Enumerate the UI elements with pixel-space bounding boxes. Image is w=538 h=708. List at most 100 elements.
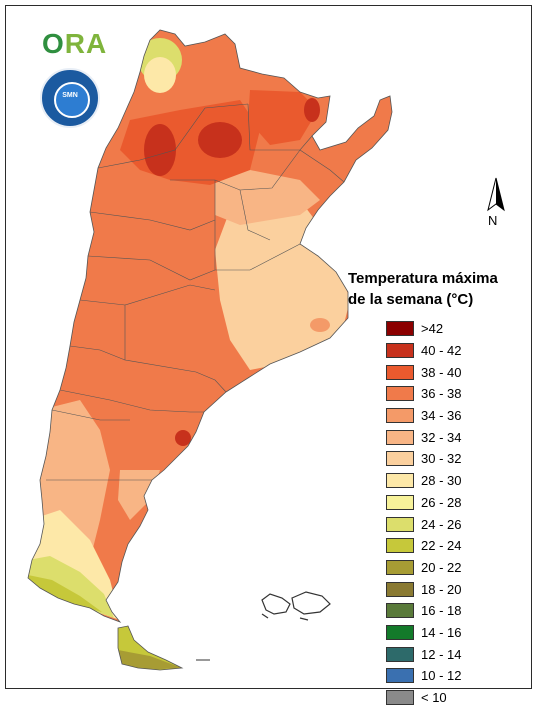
island-west [261, 593, 291, 615]
legend-item: 30 - 32 [386, 448, 461, 470]
field-40-42-tucuman [144, 124, 176, 176]
legend-label: 22 - 24 [421, 538, 462, 554]
legend-label: 28 - 30 [421, 473, 462, 489]
field-28-30-puna [144, 57, 176, 93]
province-borders [46, 103, 345, 481]
legend-swatch [386, 386, 414, 402]
island-fragment-1 [261, 613, 269, 619]
legend-swatch [386, 408, 414, 424]
legend-swatch [386, 516, 414, 532]
smn-seal-icon: SMN [40, 68, 100, 128]
legend-item: 10 - 12 [386, 665, 461, 687]
legend-label: 26 - 28 [421, 494, 462, 510]
fuego-20-22 [118, 650, 182, 670]
legend-title-line2: de la semana (°C) [348, 291, 474, 308]
field-40-42-chaco [198, 122, 242, 158]
border-north-1 [97, 103, 249, 169]
field-32-34-coast-south [118, 470, 160, 520]
legend-item: 36 - 38 [386, 383, 461, 405]
field-40-42-misiones [304, 98, 320, 122]
legend-swatch [386, 581, 414, 597]
legend-label: 20 - 22 [421, 559, 462, 575]
legend-label: 14 - 16 [421, 624, 462, 640]
island-fragment-2 [299, 617, 309, 621]
legend-item: 40 - 42 [386, 340, 461, 362]
field-22-24-south [28, 575, 102, 612]
legend-label: 24 - 26 [421, 516, 462, 532]
legend-item: 28 - 30 [386, 470, 461, 492]
legend-label: 36 - 38 [421, 386, 462, 402]
legend-item: 22 - 24 [386, 535, 461, 557]
legend-title: Temperatura máxima de la semana (°C) [348, 268, 538, 310]
legend-swatch [386, 559, 414, 575]
malvinas-islands [261, 591, 331, 621]
mainland-outline [27, 29, 393, 623]
legend-swatch [386, 364, 414, 380]
border-santa-fe [214, 180, 301, 271]
border-neuquen [69, 345, 126, 361]
legend-item: 34 - 36 [386, 405, 461, 427]
island-east [291, 591, 331, 615]
legend-swatch [386, 473, 414, 489]
legend-swatch [386, 668, 414, 684]
ora-logo: ORA [42, 28, 107, 60]
legend-swatch [386, 690, 414, 706]
legend-item: 32 - 34 [386, 426, 461, 448]
field-30-32-east [235, 290, 330, 350]
legend-swatch [386, 321, 414, 337]
seal-center [54, 82, 90, 118]
legend-swatch [386, 451, 414, 467]
seal-text: SMN [62, 92, 78, 99]
legend-swatch [386, 646, 414, 662]
fuego-outline [117, 625, 184, 671]
legend-swatch [386, 538, 414, 554]
north-arrow-icon [487, 177, 505, 212]
logo-letter-o: O [42, 28, 65, 59]
legend-list: >42 40 - 42 38 - 40 36 - 38 34 - 36 32 - 34 30… [386, 318, 461, 708]
legend-label: 30 - 32 [421, 451, 462, 467]
field-24-26-south [28, 556, 114, 618]
border-corrientes [299, 149, 345, 183]
legend-item: 26 - 28 [386, 492, 461, 514]
fuego-22-24 [118, 626, 182, 670]
logo-letters-ra: RA [64, 28, 108, 59]
north-label: N [488, 213, 498, 228]
legend-item: 24 - 26 [386, 513, 461, 535]
legend-swatch [386, 343, 414, 359]
tierra-del-fuego [117, 625, 184, 671]
legend-label: < 10 [421, 690, 447, 706]
legend-label: 38 - 40 [421, 364, 462, 380]
legend-item: 12 - 14 [386, 643, 461, 665]
border-cuyo-north [89, 211, 216, 231]
field-40-42-chubut [175, 430, 191, 446]
legend-title-line1: Temperatura máxima [348, 270, 498, 287]
legend-label: >42 [421, 321, 444, 337]
legend-swatch [386, 494, 414, 510]
legend-label: 40 - 42 [421, 343, 462, 359]
border-entre-rios [239, 189, 271, 241]
legend-label: 16 - 18 [421, 603, 462, 619]
legend-item: 20 - 22 [386, 557, 461, 579]
legend-item: >42 [386, 318, 461, 340]
border-cuyo [87, 255, 216, 281]
legend-swatch [386, 603, 414, 619]
field-32-34-litoral [215, 170, 320, 225]
legend-swatch [386, 429, 414, 445]
legend-label: 18 - 20 [421, 581, 462, 597]
border-mendoza [79, 284, 216, 306]
border-la-pampa [124, 305, 227, 393]
legend-item: < 10 [386, 687, 461, 708]
legend-item: 18 - 20 [386, 578, 461, 600]
legend-label: 34 - 36 [421, 408, 462, 424]
field-34-36-east-spot [310, 318, 330, 332]
legend-item: 38 - 40 [386, 361, 461, 383]
border-chaco [247, 103, 313, 151]
legend-swatch [386, 624, 414, 640]
legend-label: 32 - 34 [421, 429, 462, 445]
field-38-40-northeast [248, 90, 318, 145]
legend-item: 14 - 16 [386, 622, 461, 644]
legend-label: 10 - 12 [421, 668, 462, 684]
border-rio-negro [59, 389, 204, 413]
border-rio-negro-w [51, 409, 130, 421]
